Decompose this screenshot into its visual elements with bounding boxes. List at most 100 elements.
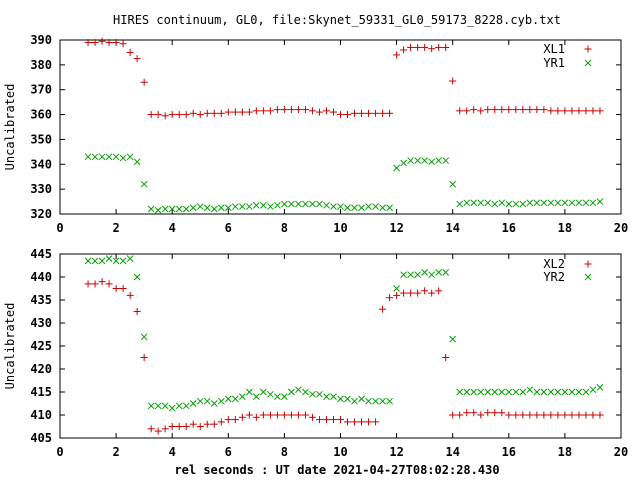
data-point-xl2 — [168, 423, 176, 430]
data-point-yr2 — [210, 400, 218, 407]
data-point-yr1 — [512, 200, 520, 208]
data-point-yr2 — [456, 388, 464, 396]
data-point-yr1 — [442, 157, 450, 164]
data-point-xl2 — [126, 291, 134, 299]
data-point-yr2 — [196, 397, 204, 405]
data-point-xl2 — [140, 354, 148, 361]
data-point-yr2 — [477, 388, 485, 396]
data-point-xl1 — [582, 107, 590, 115]
x-tick-label: 16 — [502, 445, 516, 459]
data-point-xl2 — [442, 354, 450, 361]
data-point-yr1 — [119, 154, 127, 162]
data-point-xl1 — [266, 107, 274, 115]
data-point-xl1 — [519, 106, 527, 114]
y-tick-label: 445 — [30, 247, 52, 261]
data-point-yr2 — [337, 395, 344, 403]
data-point-xl1 — [105, 38, 113, 46]
data-point-xl1 — [259, 107, 267, 115]
data-point-xl1 — [161, 112, 169, 120]
data-point-yr1 — [484, 199, 492, 207]
data-point-xl2 — [238, 413, 246, 421]
data-point-yr1 — [281, 200, 288, 208]
data-point-yr1 — [91, 153, 99, 161]
data-point-yr1 — [505, 200, 513, 208]
data-point-xl2 — [175, 423, 183, 430]
data-point-yr2 — [245, 388, 253, 396]
data-point-xl2 — [245, 411, 253, 419]
data-point-yr2 — [568, 388, 576, 396]
data-point-xl2 — [498, 409, 506, 417]
data-point-xl1 — [400, 46, 408, 54]
data-point-yr1 — [421, 157, 429, 164]
data-point-yr1 — [428, 158, 436, 166]
data-point-yr1 — [245, 203, 253, 210]
data-point-xl2 — [400, 289, 408, 297]
data-point-yr1 — [477, 199, 485, 207]
data-point-xl1 — [421, 43, 429, 51]
data-point-yr1 — [267, 203, 274, 210]
data-point-xl2 — [294, 411, 302, 419]
data-point-yr2 — [372, 397, 379, 405]
x-tick-label: 2 — [112, 221, 119, 235]
data-point-xl1 — [414, 43, 422, 51]
data-point-xl1 — [147, 111, 155, 119]
data-point-xl1 — [252, 107, 260, 115]
data-point-xl2 — [287, 411, 295, 419]
legend-marker-yr2 — [584, 273, 592, 281]
data-point-yr1 — [133, 158, 141, 166]
data-point-xl2 — [259, 411, 267, 419]
data-point-yr2 — [498, 388, 506, 396]
data-point-yr2 — [323, 393, 330, 400]
x-tick-label: 10 — [333, 221, 347, 235]
data-point-yr1 — [540, 199, 548, 207]
data-point-yr2 — [505, 388, 513, 396]
x-tick-label: 12 — [389, 221, 403, 235]
data-point-xl1 — [379, 109, 387, 117]
data-point-yr1 — [210, 205, 218, 213]
x-tick-label: 14 — [445, 221, 459, 235]
data-point-xl1 — [91, 38, 99, 46]
data-point-xl1 — [449, 77, 457, 85]
x-tick-label: 6 — [225, 445, 232, 459]
data-point-yr2 — [274, 393, 281, 400]
data-point-xl1 — [547, 107, 555, 115]
data-point-xl2 — [91, 280, 99, 288]
data-point-yr2 — [189, 400, 197, 407]
data-point-yr1 — [316, 200, 323, 208]
data-point-xl2 — [435, 287, 443, 295]
data-point-xl1 — [337, 111, 344, 119]
plot-frame-bottom — [59, 253, 622, 439]
data-point-xl2 — [582, 411, 590, 419]
data-point-yr1 — [372, 203, 379, 210]
x-tick-label: 2 — [112, 445, 119, 459]
panel-top: Uncalibrated 0 2 4 6 8 10 12 14 16 18 20 320 330 340 3… — [3, 33, 628, 235]
data-point-xl1 — [477, 107, 485, 115]
data-point-yr2 — [161, 402, 169, 410]
data-point-yr1 — [596, 198, 604, 205]
data-point-xl2 — [519, 411, 527, 419]
data-point-xl1 — [168, 111, 176, 119]
data-point-yr1 — [379, 204, 386, 212]
x-tick-label: 16 — [502, 221, 516, 235]
data-point-xl2 — [98, 278, 106, 286]
data-point-yr2 — [252, 393, 260, 400]
data-point-xl2 — [568, 411, 576, 419]
data-point-yr2 — [414, 271, 421, 279]
legend-label-xl1: XL1 — [543, 42, 565, 56]
data-point-xl1 — [568, 107, 576, 115]
data-point-yr2 — [147, 402, 155, 410]
data-point-xl2 — [393, 291, 401, 299]
x-tick-label: 18 — [558, 445, 572, 459]
data-point-xl2 — [365, 418, 373, 426]
y-tick-label: 340 — [30, 157, 52, 171]
data-point-yr2 — [449, 335, 457, 343]
data-point-yr1 — [470, 199, 478, 207]
data-point-xl1 — [365, 109, 373, 117]
data-point-xl2 — [526, 411, 534, 419]
data-point-xl1 — [589, 107, 597, 115]
data-point-xl2 — [231, 416, 239, 424]
data-point-xl1 — [119, 40, 127, 48]
x-tick-label: 10 — [333, 445, 347, 459]
data-point-yr2 — [351, 397, 358, 405]
data-point-yr1 — [105, 153, 113, 161]
